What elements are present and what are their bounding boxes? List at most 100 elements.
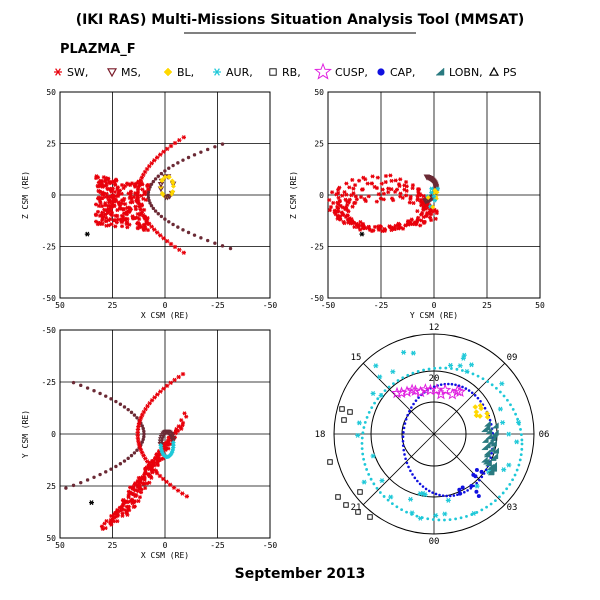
sw-point	[99, 524, 104, 529]
sw-point	[100, 196, 105, 201]
sw-point	[375, 175, 380, 180]
boundary-point	[135, 448, 139, 452]
boundary-point	[71, 483, 76, 488]
sw-point	[396, 182, 401, 187]
sw-point	[336, 187, 341, 192]
sw-point	[413, 221, 418, 227]
aur-point	[486, 380, 490, 384]
sw-point	[182, 411, 187, 416]
bl-point	[484, 414, 491, 420]
hour-label: 06	[539, 430, 550, 440]
sw-point	[418, 223, 423, 228]
sw-point	[136, 499, 141, 504]
sw-point	[362, 224, 367, 229]
boundary-point	[171, 222, 175, 227]
aur-point	[363, 420, 367, 424]
aur-point	[499, 381, 505, 387]
ne-point	[158, 442, 164, 448]
sw-point	[350, 177, 355, 182]
sw-point	[421, 219, 426, 224]
sw-point	[149, 161, 154, 166]
rb-point	[367, 514, 373, 520]
sw-point	[352, 224, 357, 229]
boundary-point	[140, 424, 144, 428]
aur-point	[448, 518, 452, 522]
sw-point	[145, 228, 150, 233]
aur-point	[369, 477, 373, 481]
cap-point	[483, 406, 487, 410]
sw-point	[117, 188, 122, 193]
sw-point	[172, 140, 178, 146]
cap-dot	[460, 485, 465, 490]
aur-point	[490, 383, 494, 387]
sw-point	[142, 475, 147, 481]
sw-point	[144, 219, 149, 224]
bl-point	[431, 194, 437, 199]
aur-point	[515, 468, 519, 472]
cap-point	[461, 385, 464, 389]
cusp-point	[446, 387, 459, 400]
aur-point	[395, 505, 399, 509]
cap-point	[412, 402, 415, 406]
cap-point	[401, 439, 405, 443]
cap-point	[482, 472, 486, 475]
hour-label: 21	[351, 503, 362, 513]
sw-point	[365, 181, 370, 186]
ne-point	[157, 181, 165, 188]
sw-point	[404, 193, 409, 198]
aur-point	[408, 496, 414, 502]
sw-point	[133, 204, 138, 209]
sw-point	[152, 395, 157, 400]
sw-point	[402, 187, 407, 192]
aur-point	[454, 517, 457, 521]
aur-point	[437, 518, 441, 522]
aur-point	[516, 419, 522, 425]
x-tick-label: 50	[535, 301, 545, 310]
lobn-point	[485, 433, 493, 440]
sw-point	[354, 197, 359, 202]
sw-point	[139, 487, 144, 492]
lobn-point	[485, 427, 493, 434]
sw-point	[158, 233, 163, 238]
boundary-point	[199, 150, 203, 154]
aur-point	[520, 442, 524, 446]
aur-point	[514, 439, 520, 445]
sw-point	[94, 213, 99, 218]
cap-point	[408, 409, 411, 413]
sw-point	[103, 526, 108, 531]
cap-point	[434, 492, 438, 496]
y-axis-label: Z CSM (RE)	[289, 171, 298, 219]
boundary-point	[148, 201, 152, 205]
aur-point	[501, 467, 507, 473]
sw-point	[138, 415, 144, 420]
boundary-point	[140, 440, 144, 444]
sw-point	[417, 187, 422, 192]
sw-point	[132, 504, 137, 509]
aur-point	[480, 508, 484, 512]
boundary-point	[141, 437, 145, 442]
sw-point	[96, 180, 101, 185]
x-tick-label: 0	[432, 301, 437, 310]
aur-point	[518, 458, 522, 462]
y-tick-label: 50	[46, 88, 56, 97]
sw-point	[128, 195, 133, 200]
aur-point	[461, 352, 467, 358]
aur-point	[365, 468, 369, 471]
mission-subtitle: PLAZMA_F	[60, 42, 136, 57]
cusp-point	[453, 385, 467, 398]
cap-dot	[471, 472, 476, 477]
aur-point	[514, 412, 517, 416]
aur-point	[506, 398, 509, 402]
sw-point	[347, 185, 352, 190]
aur-point	[481, 377, 485, 381]
sw-point	[332, 208, 337, 213]
sw-point	[429, 218, 434, 223]
x-tick-label: 50	[55, 301, 65, 310]
bl-point	[478, 405, 485, 412]
rb-point	[335, 494, 341, 500]
sw-point	[344, 192, 349, 197]
boundary-point	[149, 182, 154, 186]
panel-yz: -50 -25 0 25 50 50 25 0 -25 -50 Y CSM (RE) Z CSM (R…	[289, 88, 545, 320]
x-tick-label: 0	[163, 301, 168, 310]
cap-point	[413, 476, 417, 480]
